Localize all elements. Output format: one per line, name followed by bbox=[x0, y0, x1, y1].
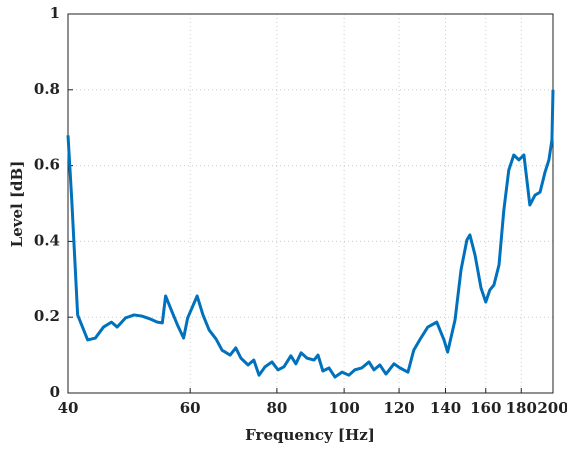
y-tick-label: 1 bbox=[50, 4, 60, 22]
x-tick-label: 140 bbox=[430, 399, 461, 417]
y-tick-label: 0.4 bbox=[34, 231, 60, 249]
x-tick-label: 100 bbox=[328, 399, 359, 417]
plot-frame bbox=[67, 13, 554, 394]
y-tick-label: 0.8 bbox=[34, 80, 60, 98]
x-axis-label: Frequency [Hz] bbox=[245, 426, 375, 444]
data-line bbox=[66, 89, 555, 379]
x-tick-label: 60 bbox=[180, 399, 201, 417]
y-tick-label: 0 bbox=[50, 383, 60, 401]
y-tick-label: 0.2 bbox=[34, 307, 60, 325]
x-tick-label: 120 bbox=[383, 399, 414, 417]
x-tick-label: 80 bbox=[266, 399, 287, 417]
x-tick-label: 40 bbox=[58, 399, 79, 417]
y-tick-label: 0.6 bbox=[34, 156, 60, 174]
y-axis-label: Level [dB] bbox=[8, 161, 26, 248]
x-tick-label: 160 bbox=[470, 399, 501, 417]
x-tick-label: 200 bbox=[537, 399, 567, 417]
x-tick-label: 180 bbox=[506, 399, 537, 417]
